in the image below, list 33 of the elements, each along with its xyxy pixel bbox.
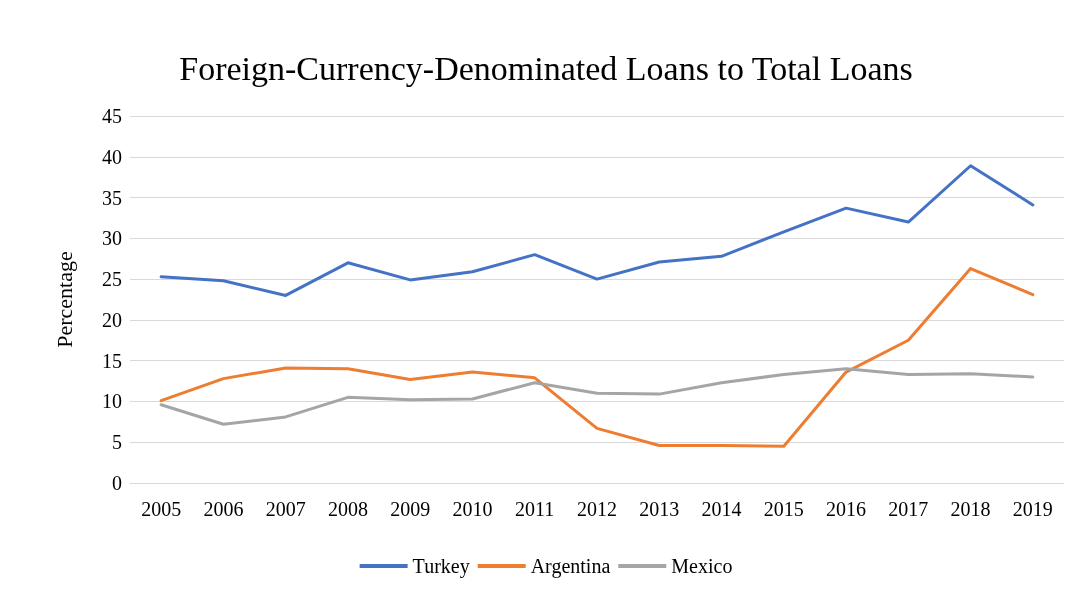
legend-label: Turkey: [412, 555, 470, 578]
y-tick-label: 30: [102, 227, 122, 250]
x-tick-label: 2006: [203, 498, 244, 520]
chart-title: Foreign-Currency-Denominated Loans to Total Loans: [179, 49, 913, 87]
x-tick-label: 2016: [826, 498, 867, 520]
line-series: [159, 164, 1035, 297]
legend-label: Mexico: [671, 555, 733, 577]
x-tick-label: 2012: [577, 498, 617, 520]
x-tick-label: 2014: [701, 498, 742, 520]
y-tick-label: 40: [102, 145, 122, 168]
x-tick-label: 2019: [1012, 498, 1053, 520]
line-series: [159, 267, 1035, 448]
legend-label: Argentina: [530, 555, 611, 578]
x-tick-label: 2007: [265, 498, 306, 520]
y-tick-label: 5: [112, 431, 122, 454]
line-series: [159, 367, 1035, 426]
x-tick-label: 2010: [452, 498, 493, 520]
x-tick-label: 2011: [515, 498, 555, 520]
y-tick-label: 0: [112, 472, 122, 494]
y-axis-title: Percentage: [51, 251, 77, 348]
x-tick-label: 2009: [390, 498, 431, 520]
x-tick-label: 2017: [888, 498, 929, 520]
y-tick-label: 10: [102, 390, 122, 413]
y-tick-label: 45: [102, 105, 122, 127]
y-tick-label: 25: [102, 268, 122, 291]
x-tick-label: 2013: [639, 498, 680, 520]
y-tick-label: 15: [102, 349, 122, 372]
y-tick-label: 35: [102, 186, 122, 209]
x-tick-label: 2005: [141, 498, 182, 520]
x-tick-label: 2018: [950, 498, 991, 520]
x-tick-label: 2015: [763, 498, 804, 520]
y-tick-label: 20: [102, 308, 122, 331]
x-tick-label: 2008: [327, 498, 368, 520]
